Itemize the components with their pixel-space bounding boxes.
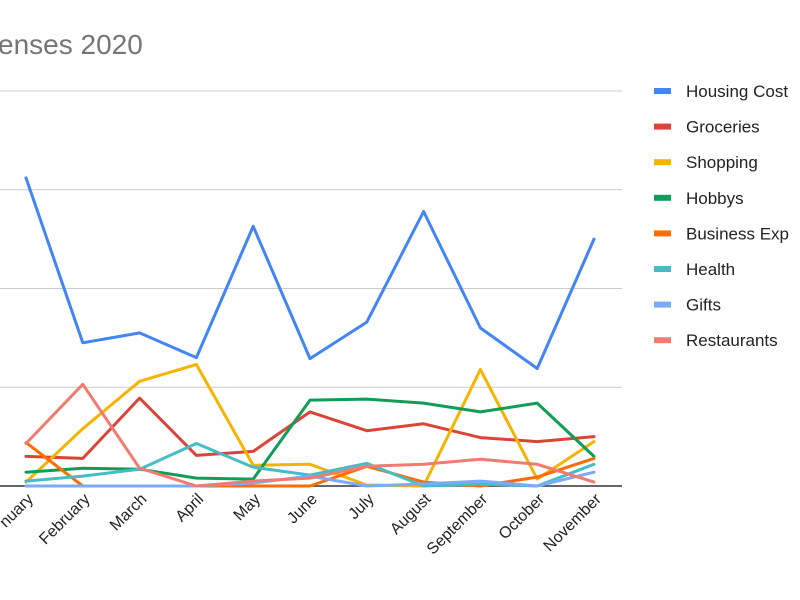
legend-swatch <box>654 230 671 237</box>
legend-label: Hobbys <box>686 189 744 208</box>
legend-swatch <box>654 266 671 272</box>
x-tick-label: March <box>107 491 150 534</box>
x-tick-label: June <box>284 491 321 528</box>
legend-label: Groceries <box>686 118 760 137</box>
x-tick-label: nuary <box>0 491 37 531</box>
x-tick-label: May <box>231 491 264 524</box>
legend-label: Business Exp <box>686 224 789 243</box>
x-tick-label: August <box>387 490 435 538</box>
x-tick-label: October <box>496 490 549 543</box>
grid-lines <box>0 90 622 487</box>
legend-label: Health <box>686 260 735 279</box>
series-line-shopping <box>24 363 596 488</box>
series-line-restaurants <box>24 382 596 488</box>
legend-swatch <box>654 194 671 201</box>
legend-label: Gifts <box>686 296 721 315</box>
legend-swatch <box>654 337 671 344</box>
legend-swatch <box>654 159 671 166</box>
series-line-housing-cost <box>24 176 596 370</box>
series-lines <box>24 176 596 488</box>
x-tick-label: July <box>345 491 377 523</box>
legend-label: Restaurants <box>686 331 778 350</box>
x-tick-label: April <box>173 491 208 526</box>
x-tick-label: February <box>36 491 93 548</box>
x-tick-label: November <box>541 490 606 555</box>
series-line-gifts <box>24 470 596 488</box>
chart-title: enses 2020 <box>0 29 143 60</box>
legend-swatch <box>654 88 671 94</box>
legend: Housing Cost Groceries Shopping Hobbys Busin… <box>654 82 789 350</box>
legend-label: Shopping <box>686 153 758 172</box>
x-tick-label: September <box>424 490 492 558</box>
legend-label: Housing Cost <box>686 82 788 101</box>
legend-swatch <box>654 301 671 308</box>
series-line-hobbys <box>24 397 596 481</box>
x-tick-labels: nuary February March April May June July August… <box>0 490 605 558</box>
legend-swatch <box>654 123 671 130</box>
series-line-groceries <box>24 396 596 460</box>
